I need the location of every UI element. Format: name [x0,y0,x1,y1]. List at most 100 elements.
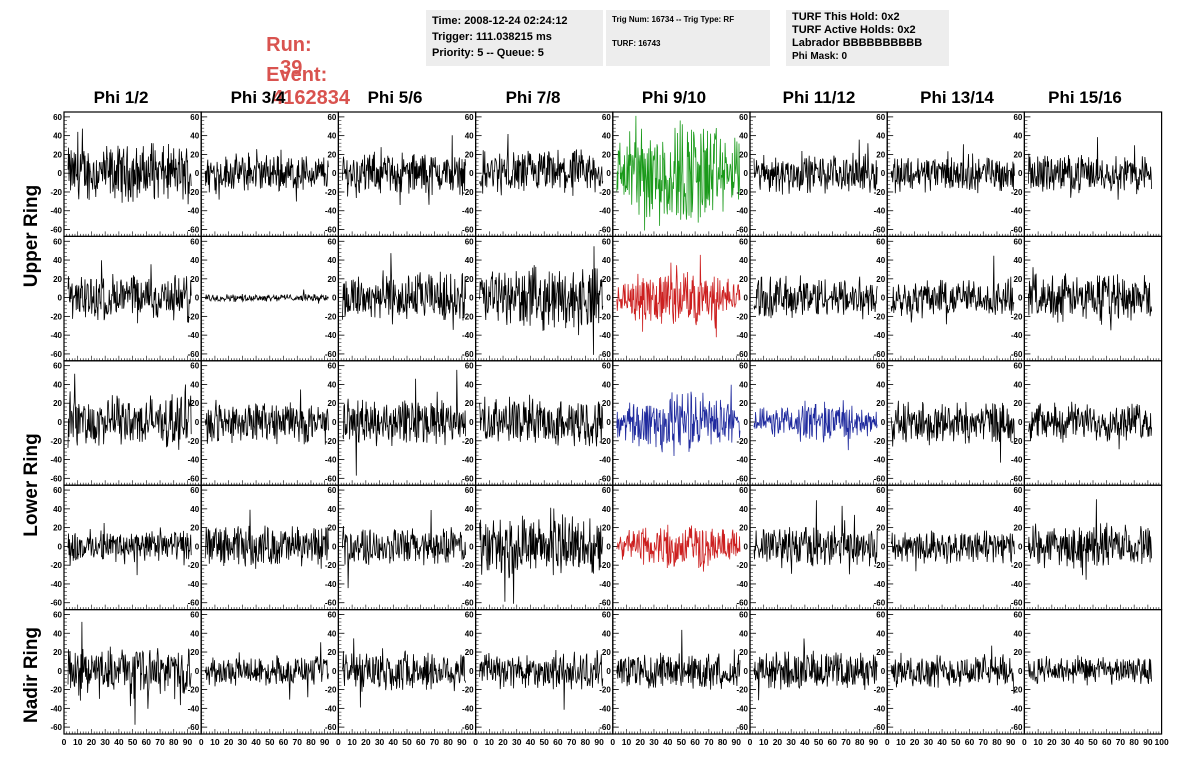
x-tick-label: 50 [402,737,412,747]
run-label-text: Run: [266,34,312,56]
y-tick-label: 40 [1013,132,1022,141]
x-tick-label: 30 [512,737,522,747]
waveform-trace [342,369,466,476]
x-tick-label: 80 [992,737,1002,747]
x-tick-label: 50 [265,737,275,747]
y-tick-label: 20 [602,150,611,159]
y-tick-label: 0 [1018,418,1023,427]
y-tick-label: 20 [53,399,62,408]
y-tick-label: 0 [606,294,611,303]
y-tick-label: -20 [1011,188,1023,197]
y-tick-label: -20 [325,437,337,446]
y-tick-label: 20 [1013,275,1022,284]
y-tick-label: -20 [736,561,748,570]
y-tick-label: 40 [327,256,336,265]
y-tick-label: 60 [1013,113,1022,122]
y-tick-label: -40 [736,207,748,216]
y-tick-label: 20 [327,275,336,284]
y-tick-label: -60 [874,723,886,732]
y-tick-label: 0 [606,418,611,427]
y-tick-label: 60 [327,237,336,246]
waveform-trace [204,289,329,304]
y-tick-label: -40 [462,456,474,465]
y-tick-label: 20 [739,150,748,159]
y-tick-label: -40 [188,456,200,465]
y-tick-label: 0 [744,667,749,676]
y-tick-label: 20 [53,648,62,657]
y-tick-label: -40 [462,580,474,589]
y-tick-label: -60 [1011,474,1023,483]
waveform-trace [890,530,1015,572]
y-tick-label: -20 [462,686,474,695]
y-tick-label: 40 [739,256,748,265]
y-tick-label: -40 [599,456,611,465]
x-tick-label: 10 [73,737,83,747]
y-tick-label: 40 [327,380,336,389]
y-tick-label: 20 [53,275,62,284]
x-tick-label: 50 [814,737,824,747]
y-tick-label: 40 [465,256,474,265]
y-tick-label: 60 [190,113,199,122]
x-tick-label: 0 [610,737,615,747]
y-tick-label: -20 [874,188,886,197]
y-tick-label: 20 [327,150,336,159]
y-tick-label: 60 [1013,237,1022,246]
y-tick-label: -40 [50,331,62,340]
y-tick-label: 0 [881,169,886,178]
y-tick-label: -40 [736,331,748,340]
y-tick-label: 0 [332,418,337,427]
y-tick-label: -40 [325,704,337,713]
waveform-trace [1028,267,1152,331]
y-tick-label: 20 [602,275,611,284]
y-tick-label: 0 [469,169,474,178]
y-tick-label: 20 [465,648,474,657]
y-tick-label: -20 [188,561,200,570]
y-tick-label: 20 [602,648,611,657]
y-tick-label: -60 [462,350,474,359]
y-tick-label: 60 [876,610,885,619]
waveform-trace [204,509,329,569]
waveform-trace [1028,401,1152,450]
x-tick-label: 70 [155,737,165,747]
x-tick-label: 90 [869,737,879,747]
y-tick-label: 60 [739,237,748,246]
trigger-text: Trigger: 111.038215 ms [432,31,552,43]
waveform-trace [204,389,329,445]
column-header-5: Phi 9/10 [641,88,707,107]
x-tick-label: 20 [87,737,97,747]
y-tick-label: 40 [602,132,611,141]
y-tick-label: 0 [744,542,749,551]
y-tick-label: 0 [195,542,200,551]
y-tick-label: 40 [739,380,748,389]
x-tick-label: 0 [199,737,204,747]
x-tick-label: 70 [979,737,989,747]
x-tick-label: 0 [748,737,753,747]
x-tick-label: 30 [1061,737,1071,747]
y-tick-label: -40 [874,580,886,589]
x-tick-label: 40 [389,737,399,747]
run-number: 39 [280,57,303,79]
y-tick-label: -40 [1011,456,1023,465]
y-tick-label: -40 [325,331,337,340]
y-tick-label: -60 [325,226,337,235]
y-tick-label: 20 [602,399,611,408]
x-tick-label: 30 [649,737,659,747]
y-tick-label: 40 [876,256,885,265]
y-tick-label: 60 [602,362,611,371]
x-tick-label: 80 [1129,737,1139,747]
y-tick-label: -60 [599,226,611,235]
waveform-trace [204,642,329,700]
waveform-trace [342,509,466,589]
y-tick-label: 20 [327,524,336,533]
y-tick-label: -40 [50,704,62,713]
x-tick-label: 40 [800,737,810,747]
waveform-trace [616,524,741,572]
y-tick-label: -60 [50,599,62,608]
y-tick-label: 20 [1013,150,1022,159]
y-tick-label: 0 [58,418,63,427]
y-tick-label: 40 [190,380,199,389]
y-tick-label: 60 [602,610,611,619]
x-tick-label: 20 [1047,737,1057,747]
x-tick-label: 20 [361,737,371,747]
waveform-trace [479,649,604,710]
